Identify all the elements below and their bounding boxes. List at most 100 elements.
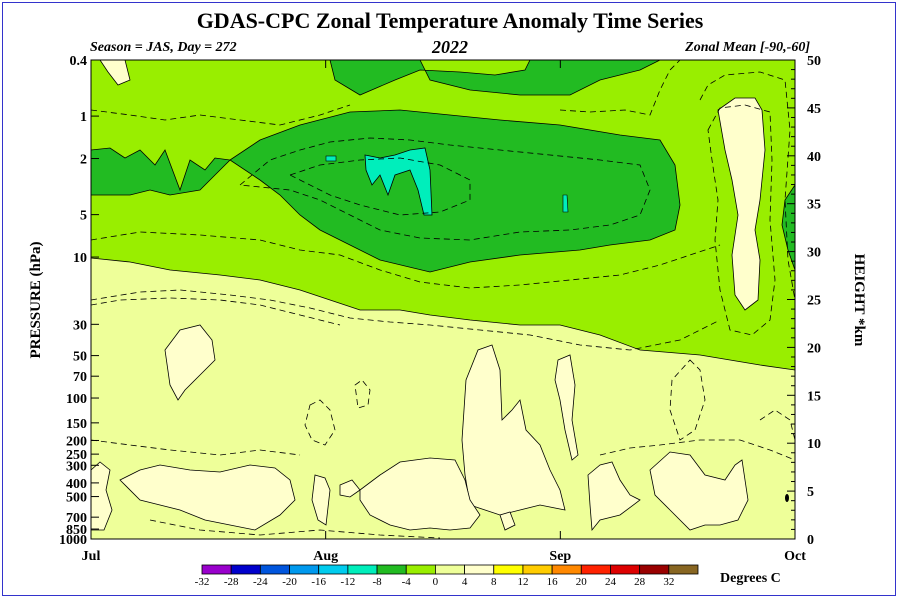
height-tick-label: 40 (807, 150, 821, 165)
colorbar-swatch (610, 564, 641, 575)
region-anom-pos-lower-right1 (587, 461, 641, 532)
colorbar-level-label: -28 (224, 576, 239, 588)
pressure-tick-label: 300 (66, 459, 87, 474)
pressure-tick-label: 250 (66, 448, 87, 463)
colorbar-level-label: 8 (491, 576, 497, 588)
region-anom-pos-lower-right2 (649, 451, 749, 531)
height-tick-label: 20 (807, 341, 821, 356)
colorbar-swatch (551, 564, 582, 575)
region-anom-pos-small-left (311, 474, 331, 526)
zonal-mean-label: Zonal Mean [-90,-60] (685, 40, 810, 55)
colorbar-level-label: -8 (372, 576, 382, 588)
region-anom-pos-lower-mid (359, 457, 481, 531)
colorbar-level-label: 28 (634, 576, 646, 588)
pressure-tick-label: 10 (73, 251, 87, 266)
region-anom-neg12-16-dot (325, 155, 337, 162)
colorbar-level-label: 0 (433, 576, 439, 588)
colorbar-swatch (318, 564, 349, 575)
colorbar-swatch (230, 564, 261, 575)
time-tick-label: Oct (784, 549, 806, 564)
colorbar-swatch (668, 564, 699, 575)
small-contour-dot (785, 494, 789, 502)
height-tick-label: 0 (807, 533, 814, 548)
pressure-tick-label: 1000 (59, 533, 87, 548)
pressure-tick-label: 400 (66, 477, 87, 492)
pressure-tick-label: 5 (80, 209, 87, 224)
time-axis: Jul Aug Sep Oct (82, 60, 806, 564)
season-label: Season = JAS, Day = 272 (90, 40, 237, 55)
pressure-tick-label: 100 (66, 392, 87, 407)
pressure-tick-label: 500 (66, 491, 87, 506)
pressure-tick-label: 1 (80, 110, 87, 125)
height-axis: 0 5 10 15 20 25 30 35 40 45 50 (787, 54, 821, 548)
height-tick-label: 5 (807, 485, 814, 500)
colorbar-level-label: 4 (462, 576, 468, 588)
colorbar-level-label: -4 (402, 576, 412, 588)
pressure-tick-label: 0.4 (70, 54, 88, 69)
colorbar-level-label: -24 (253, 576, 268, 588)
year-label: 2022 (432, 37, 468, 57)
region-anom-pos-strat-left (164, 324, 216, 401)
colorbar-swatch (435, 564, 465, 575)
colorbar-level-label: 24 (605, 576, 617, 588)
pressure-tick-label: 70 (73, 370, 87, 385)
colorbar-swatch (347, 564, 378, 575)
dashed-contours (91, 60, 795, 539)
height-tick-label: 30 (807, 246, 821, 261)
height-tick-label: 25 (807, 294, 821, 309)
height-tick-label: 15 (807, 389, 821, 404)
region-anom-neg8-12-left (91, 147, 231, 196)
region-anom-pos-small-mid (339, 479, 361, 498)
pressure-tick-label: 2 (80, 153, 87, 168)
anomaly-field (91, 60, 795, 539)
height-tick-label: 35 (807, 198, 821, 213)
colorbar-level-label: -12 (341, 576, 356, 588)
region-anom-pos-edge-left (91, 461, 113, 531)
region-anom-neg12-16-sliver (562, 194, 569, 213)
time-tick-label: Jul (82, 549, 101, 564)
pressure-tick-label: 700 (66, 511, 87, 526)
region-anom-pos-lower-center (499, 511, 516, 531)
colorbar-swatch (376, 564, 407, 575)
height-tick-label: 10 (807, 437, 821, 452)
colorbar-units: Degrees C (720, 571, 781, 586)
colorbar-swatch (522, 564, 553, 575)
colorbar-level-label: -20 (282, 576, 297, 588)
colorbar-level-label: 12 (517, 576, 528, 588)
colorbar-swatch (580, 564, 611, 575)
colorbar-swatch (493, 564, 524, 575)
height-tick-label: 50 (807, 54, 821, 69)
region-anom-pos-top-left (99, 60, 131, 86)
colorbar-swatch (405, 564, 436, 575)
pressure-tick-label: 200 (66, 434, 87, 449)
time-tick-label: Sep (549, 549, 571, 564)
colorbar-swatch (289, 564, 320, 575)
region-anom-pos-upper-right (717, 97, 766, 311)
height-tick-label: 45 (807, 102, 821, 117)
colorbar-level-label: 16 (547, 576, 559, 588)
colorbar-swatch (639, 564, 670, 575)
region-anom-pos-thin-column (554, 354, 579, 461)
colorbar-level-label: 32 (663, 576, 674, 588)
colorbar: -32 -28 -24 -20 -16 -12 -8 -4 0 4 8 12 16 20 24 28 32 (195, 564, 699, 588)
pressure-tick-label: 150 (66, 417, 87, 432)
colorbar-swatch (201, 564, 232, 575)
colorbar-swatch (464, 564, 495, 575)
colorbar-swatch (259, 564, 290, 575)
region-anom-pos-lower-left (119, 464, 296, 531)
region-anom-neg12-16 (364, 147, 433, 216)
chart-title: GDAS-CPC Zonal Temperature Anomaly Time … (196, 8, 704, 33)
colorbar-level-label: -32 (195, 576, 210, 588)
y2-axis-title: HEIGHT *km (851, 254, 867, 347)
region-anom-neg8-12-top (329, 60, 661, 96)
colorbar-level-label: 20 (576, 576, 588, 588)
region-anom-neg8-12 (229, 109, 681, 273)
pressure-tick-label: 50 (73, 350, 87, 365)
pressure-tick-label: 30 (73, 318, 87, 333)
pressure-tick-label: 850 (66, 523, 87, 538)
colorbar-level-label: -16 (311, 576, 326, 588)
y-axis-title: PRESSURE (hPa) (28, 241, 44, 358)
